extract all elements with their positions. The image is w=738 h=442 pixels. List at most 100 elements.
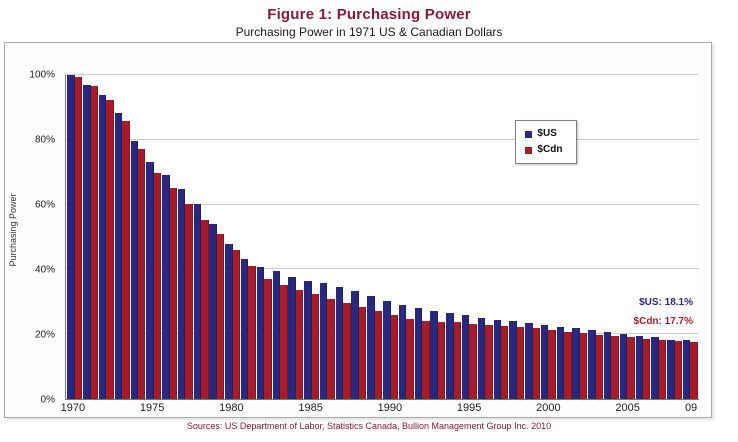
bar-group: [319, 75, 336, 399]
x-tick-label: 2005: [615, 402, 640, 414]
bar-us: [130, 141, 139, 399]
bar-group: [225, 75, 241, 399]
bar-cdn: [453, 322, 462, 399]
bar-us: [146, 162, 154, 399]
bar-us: [572, 328, 580, 399]
bar-cdn: [327, 298, 335, 399]
bar-cdn: [74, 76, 83, 399]
y-tick-label: 100%: [29, 69, 55, 81]
bar-cdn: [343, 302, 351, 399]
bar-group: [651, 75, 667, 399]
bar-us: [477, 317, 486, 399]
bar-us: [588, 329, 596, 399]
y-tick-label: 80%: [34, 134, 55, 146]
bar-cdn: [358, 306, 367, 399]
bar-cdn: [611, 336, 619, 399]
x-tick-label: 1970: [60, 402, 86, 414]
legend-item-cdn: $Cdn: [525, 142, 562, 158]
bar-group: [83, 75, 99, 399]
bar-us: [367, 296, 375, 399]
bar-cdn: [658, 340, 667, 399]
bar-cdn: [122, 120, 130, 399]
bar-cdn: [90, 86, 99, 399]
y-tick-label: 0%: [40, 394, 55, 406]
bar-cdn: [264, 278, 272, 399]
bar-group: [209, 75, 225, 399]
bar-cdn: [437, 321, 446, 399]
bar-group: [177, 75, 193, 399]
bar-cdn: [374, 310, 383, 399]
bar-cdn: [643, 338, 651, 399]
x-axis-ticks: 1970 1975 1980 1985 1990 1995 2000 2005 09: [61, 401, 699, 416]
bar-cdn: [106, 99, 114, 399]
y-axis-ticks: 0% 20% 40% 60% 80% 100%: [5, 70, 61, 406]
bar-us: [461, 315, 470, 399]
bar-group: [241, 75, 257, 399]
bar-us: [619, 333, 628, 399]
bar-group: [588, 75, 604, 399]
plot-area: $US $Cdn $US: 18.1% $Cdn: 17.7%: [65, 74, 699, 400]
bar-cdn: [280, 285, 288, 399]
bar-us: [67, 75, 75, 399]
bar-group: [509, 75, 525, 399]
legend-label-cdn: $Cdn: [537, 144, 563, 156]
bar-group: [572, 75, 588, 399]
annotation-us: $US: 18.1%: [639, 296, 693, 308]
gridline: [66, 203, 699, 205]
x-tick-label: 1975: [139, 402, 165, 414]
bar-group: [477, 75, 493, 399]
y-tick-label: 60%: [34, 199, 55, 211]
bar-cdn: [216, 234, 225, 399]
bar-us: [209, 223, 217, 399]
bar-group: [162, 75, 178, 399]
bar-cdn: [500, 326, 509, 399]
bar-us: [177, 189, 186, 399]
bar-cdn: [516, 326, 525, 399]
bar-group: [114, 75, 130, 399]
bar-group: [414, 75, 430, 399]
source-note: Sources: US Department of Labor, Statist…: [186, 421, 552, 431]
bar-cdn: [422, 320, 430, 399]
bar-us: [635, 335, 644, 399]
x-tick-label: 1980: [219, 402, 244, 414]
bar-cdn: [169, 188, 178, 399]
bar-group: [335, 75, 351, 399]
bar-us: [98, 94, 107, 399]
gridline: [66, 138, 699, 140]
legend-swatch-cdn-icon: [525, 146, 533, 154]
bar-group: [398, 75, 414, 399]
bar-us: [667, 339, 675, 399]
bar-group: [288, 75, 304, 399]
bar-us: [509, 320, 517, 399]
bar-us: [414, 308, 423, 399]
chart-frame: Purchasing Power 0% 20% 40% 60% 80% 100% $US …: [4, 42, 712, 418]
bar-group: [130, 75, 146, 399]
bar-us: [225, 244, 233, 399]
bar-us: [288, 276, 296, 399]
x-tick-label: 1995: [456, 402, 482, 414]
bar-cdn: [674, 341, 683, 399]
bar-us: [319, 282, 328, 399]
bar-cdn: [548, 330, 556, 399]
bar-group: [193, 75, 209, 399]
bar-group: [146, 75, 162, 399]
bar-cdn: [138, 148, 146, 399]
bar-us: [430, 310, 438, 399]
bar-cdn: [153, 172, 162, 399]
bar-us: [556, 327, 565, 399]
bar-us: [540, 324, 549, 399]
bar-us: [272, 271, 281, 399]
bar-us: [114, 112, 123, 399]
bar-group: [461, 75, 478, 399]
legend-swatch-us-icon: [525, 130, 533, 138]
bar-us: [335, 286, 344, 399]
bar-group: [98, 75, 115, 399]
legend-item-us: $US: [525, 126, 562, 142]
bar-us: [256, 267, 265, 399]
bar-group: [682, 75, 698, 399]
bar-us: [351, 291, 359, 399]
figure-title: Figure 1: Purchasing Power: [267, 6, 471, 23]
bar-group: [351, 75, 367, 399]
bar-us: [162, 175, 170, 399]
bar-group: [493, 75, 509, 399]
